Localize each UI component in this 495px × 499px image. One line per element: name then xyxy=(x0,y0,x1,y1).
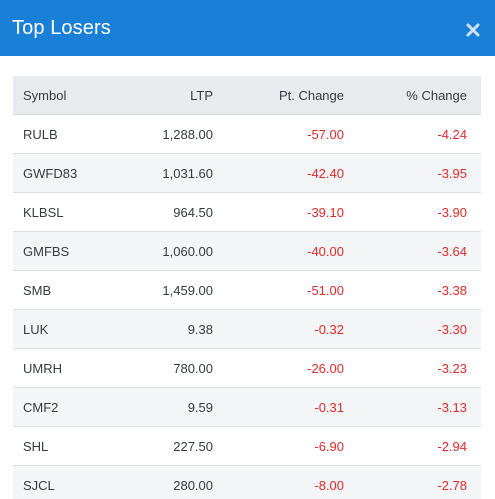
cell-symbol: SHL xyxy=(13,426,131,466)
cell-symbol: SMB xyxy=(13,270,131,310)
table-row[interactable]: KLBSL 964.50 -39.10 -3.90 xyxy=(13,192,481,232)
cell-pt-change: -26.00 xyxy=(213,348,344,388)
table-row[interactable]: UMRH 780.00 -26.00 -3.23 xyxy=(13,348,481,388)
cell-ltp: 1,060.00 xyxy=(131,231,213,271)
losers-table: Symbol LTP Pt. Change % Change RULB 1,288… xyxy=(13,76,481,499)
table-row[interactable]: SJCL 280.00 -8.00 -2.78 xyxy=(13,465,481,499)
table-header-row: Symbol LTP Pt. Change % Change xyxy=(13,76,481,115)
cell-pct-change: -2.94 xyxy=(344,426,481,466)
cell-pct-change: -3.13 xyxy=(344,387,481,427)
column-header-symbol[interactable]: Symbol xyxy=(13,76,131,115)
modal-title: Top Losers xyxy=(12,16,111,39)
table-row[interactable]: GWFD83 1,031.60 -42.40 -3.95 xyxy=(13,153,481,193)
cell-pct-change: -4.24 xyxy=(344,114,481,154)
cell-pct-change: -2.78 xyxy=(344,465,481,499)
table-row[interactable]: LUK 9.38 -0.32 -3.30 xyxy=(13,309,481,349)
cell-pct-change: -3.30 xyxy=(344,309,481,349)
cell-pt-change: -42.40 xyxy=(213,153,344,193)
modal-header: Top Losers xyxy=(0,0,495,56)
cell-symbol: GWFD83 xyxy=(13,153,131,193)
cell-pt-change: -0.32 xyxy=(213,309,344,349)
cell-ltp: 280.00 xyxy=(131,465,213,499)
cell-pt-change: -40.00 xyxy=(213,231,344,271)
table-row[interactable]: SMB 1,459.00 -51.00 -3.38 xyxy=(13,270,481,310)
cell-pt-change: -6.90 xyxy=(213,426,344,466)
cell-ltp: 9.38 xyxy=(131,309,213,349)
cell-symbol: CMF2 xyxy=(13,387,131,427)
column-header-ltp[interactable]: LTP xyxy=(131,76,213,115)
cell-ltp: 9.59 xyxy=(131,387,213,427)
cell-pct-change: -3.64 xyxy=(344,231,481,271)
column-header-pt-change[interactable]: Pt. Change xyxy=(213,76,344,115)
cell-pt-change: -8.00 xyxy=(213,465,344,499)
column-header-pct-change[interactable]: % Change xyxy=(344,76,481,115)
cell-pt-change: -57.00 xyxy=(213,114,344,154)
cell-pt-change: -39.10 xyxy=(213,192,344,232)
cell-pct-change: -3.90 xyxy=(344,192,481,232)
cell-ltp: 1,459.00 xyxy=(131,270,213,310)
cell-symbol: RULB xyxy=(13,114,131,154)
cell-symbol: SJCL xyxy=(13,465,131,499)
cell-pt-change: -0.31 xyxy=(213,387,344,427)
cell-symbol: KLBSL xyxy=(13,192,131,232)
cell-ltp: 964.50 xyxy=(131,192,213,232)
cell-symbol: LUK xyxy=(13,309,131,349)
cell-pct-change: -3.23 xyxy=(344,348,481,388)
cell-ltp: 1,031.60 xyxy=(131,153,213,193)
cell-ltp: 1,288.00 xyxy=(131,114,213,154)
close-icon[interactable] xyxy=(465,22,481,38)
cell-pt-change: -51.00 xyxy=(213,270,344,310)
table-row[interactable]: GMFBS 1,060.00 -40.00 -3.64 xyxy=(13,231,481,271)
table-row[interactable]: RULB 1,288.00 -57.00 -4.24 xyxy=(13,114,481,154)
cell-pct-change: -3.38 xyxy=(344,270,481,310)
cell-ltp: 227.50 xyxy=(131,426,213,466)
cell-ltp: 780.00 xyxy=(131,348,213,388)
cell-pct-change: -3.95 xyxy=(344,153,481,193)
cell-symbol: GMFBS xyxy=(13,231,131,271)
cell-symbol: UMRH xyxy=(13,348,131,388)
table-row[interactable]: SHL 227.50 -6.90 -2.94 xyxy=(13,426,481,466)
table-row[interactable]: CMF2 9.59 -0.31 -3.13 xyxy=(13,387,481,427)
losers-table-container: Symbol LTP Pt. Change % Change RULB 1,288… xyxy=(13,76,481,499)
